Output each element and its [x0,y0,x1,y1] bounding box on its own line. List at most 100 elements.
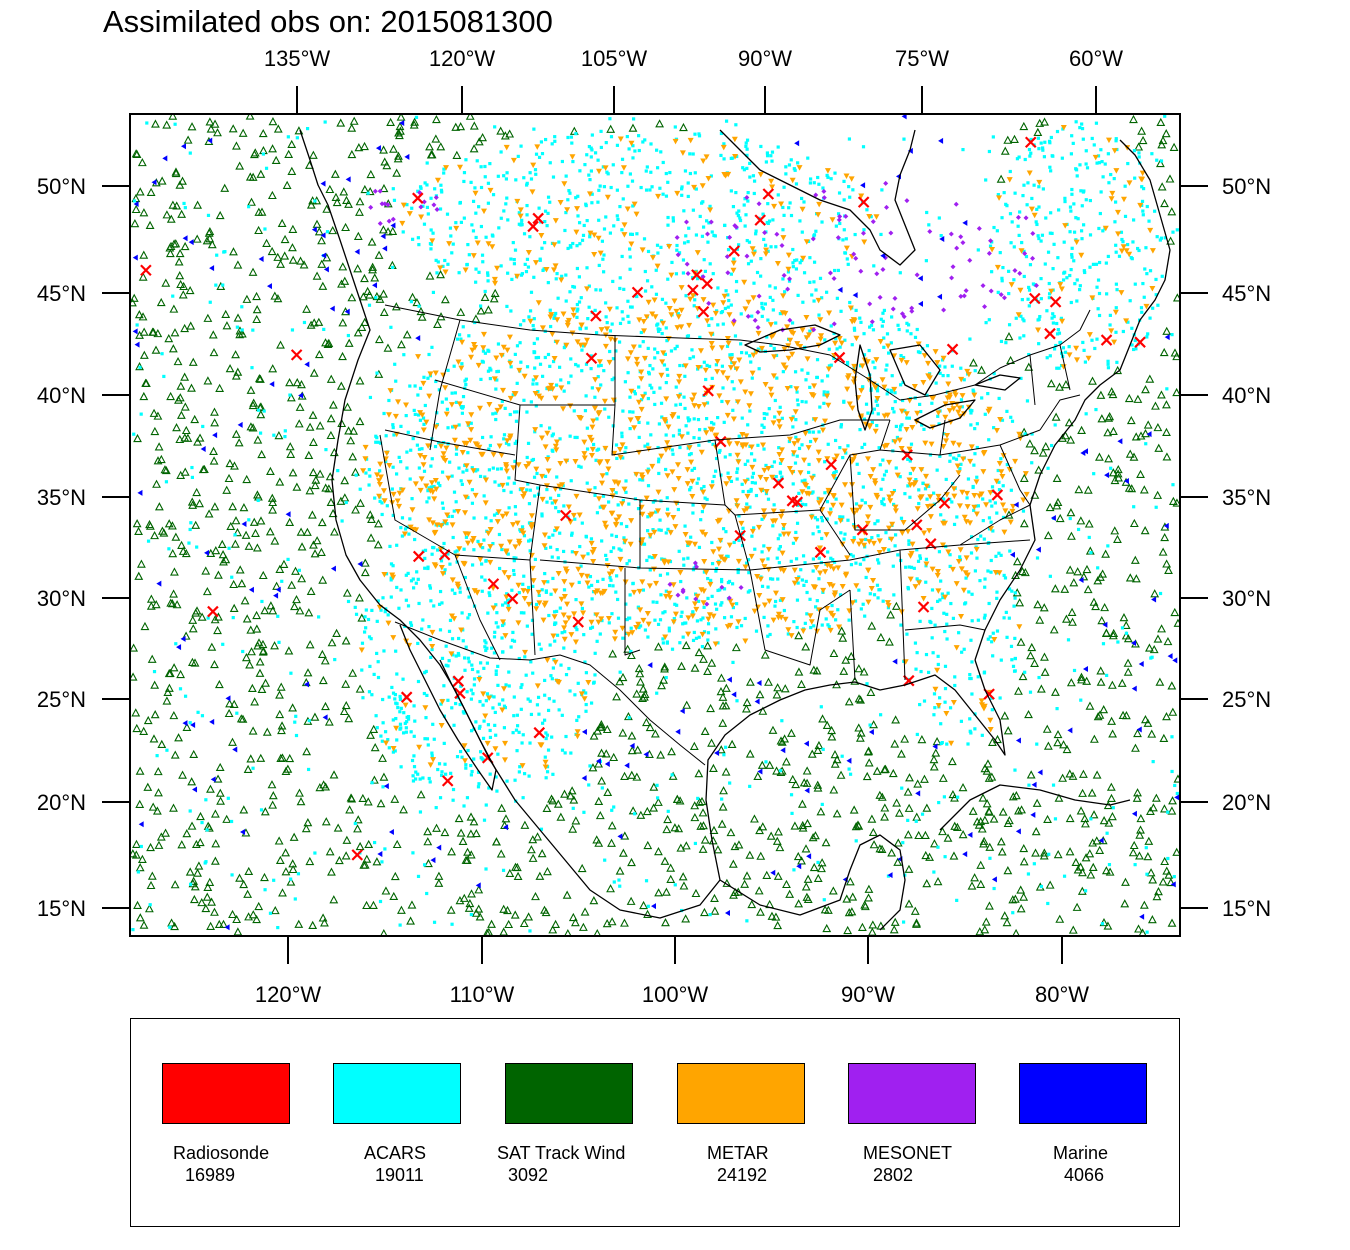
acars-marker [524,673,528,677]
acars-marker [696,477,701,481]
acars-marker [585,447,590,451]
sat-track-wind-marker [1162,559,1172,568]
metar-marker [791,441,798,447]
acars-marker [485,646,489,650]
sat-track-wind-marker [773,683,783,692]
acars-marker [793,370,798,374]
acars-marker [467,660,471,664]
acars-marker [649,433,653,437]
sat-track-wind-marker [845,877,855,886]
metar-marker [843,173,850,179]
acars-marker [955,515,959,519]
sat-track-wind-marker [337,418,347,428]
acars-marker [770,159,774,163]
acars-marker [700,234,705,238]
acars-marker [431,231,435,235]
sat-track-wind-marker [464,903,474,912]
acars-marker [602,369,606,373]
acars-marker [573,435,577,440]
acars-marker [411,779,416,783]
acars-marker [611,279,615,284]
metar-marker [815,458,822,464]
acars-marker [760,584,765,588]
sat-track-wind-marker [776,736,786,745]
acars-marker [627,147,631,151]
sat-track-wind-marker [618,728,628,737]
acars-marker [364,608,368,612]
sat-track-wind-marker [1000,711,1010,720]
acars-marker [656,327,660,331]
acars-marker [739,312,743,316]
sat-track-wind-marker [594,796,604,806]
acars-marker [702,360,706,364]
acars-marker [879,487,883,491]
acars-marker [507,670,511,674]
sat-track-wind-marker [787,728,796,737]
acars-marker [829,507,833,511]
sat-track-wind-marker [1099,816,1109,825]
acars-marker [598,505,602,509]
sat-track-wind-marker [660,664,669,673]
acars-marker [450,514,454,519]
sat-track-wind-marker [324,338,334,347]
acars-marker [679,579,683,584]
metar-marker [849,600,856,606]
acars-marker [1137,151,1141,155]
sat-track-wind-marker [467,889,476,898]
acars-marker [820,296,824,300]
acars-marker [391,187,395,191]
acars-marker [730,380,734,384]
sat-track-wind-marker [136,559,146,568]
acars-marker [466,495,470,500]
sat-track-wind-marker [593,928,602,936]
acars-marker [395,738,399,742]
acars-marker [594,288,598,292]
sat-track-wind-marker [410,117,420,126]
acars-marker [148,903,152,907]
acars-marker [131,928,135,932]
acars-marker [778,598,783,602]
acars-marker [777,547,781,551]
metar-marker [532,427,539,433]
acars-marker [800,230,804,234]
acars-marker [502,622,506,626]
acars-marker [659,150,663,154]
acars-marker [708,913,712,917]
acars-marker [545,770,550,774]
acars-marker [488,443,492,448]
acars-marker [679,614,683,618]
sat-track-wind-marker [341,222,351,232]
sat-track-wind-marker [286,393,296,402]
sat-track-wind-marker [203,313,213,322]
acars-marker [637,435,641,439]
acars-marker [543,678,547,683]
acars-marker [476,785,481,789]
sat-track-wind-marker [823,905,833,914]
acars-marker [794,418,798,422]
sat-track-wind-marker [347,149,357,159]
acars-marker [472,677,477,681]
acars-marker [1061,278,1066,282]
acars-marker [834,618,838,622]
acars-marker [768,632,772,637]
acars-marker [531,378,535,382]
acars-marker [183,694,188,698]
acars-marker [864,537,868,542]
acars-marker [481,349,486,353]
sat-track-wind-marker [175,180,185,189]
acars-marker [604,301,608,305]
sat-track-wind-marker [135,863,145,872]
sat-track-wind-marker [1118,710,1128,719]
acars-marker [707,364,712,369]
acars-marker [628,255,632,259]
metar-marker [604,194,611,201]
sat-track-wind-marker [402,330,412,339]
acars-marker [928,453,933,457]
acars-marker [436,767,440,772]
sat-track-wind-marker [131,708,141,717]
acars-marker [458,702,462,707]
acars-marker [804,378,808,382]
acars-marker [680,610,684,614]
acars-marker [607,415,611,419]
sat-track-wind-marker [132,723,142,733]
